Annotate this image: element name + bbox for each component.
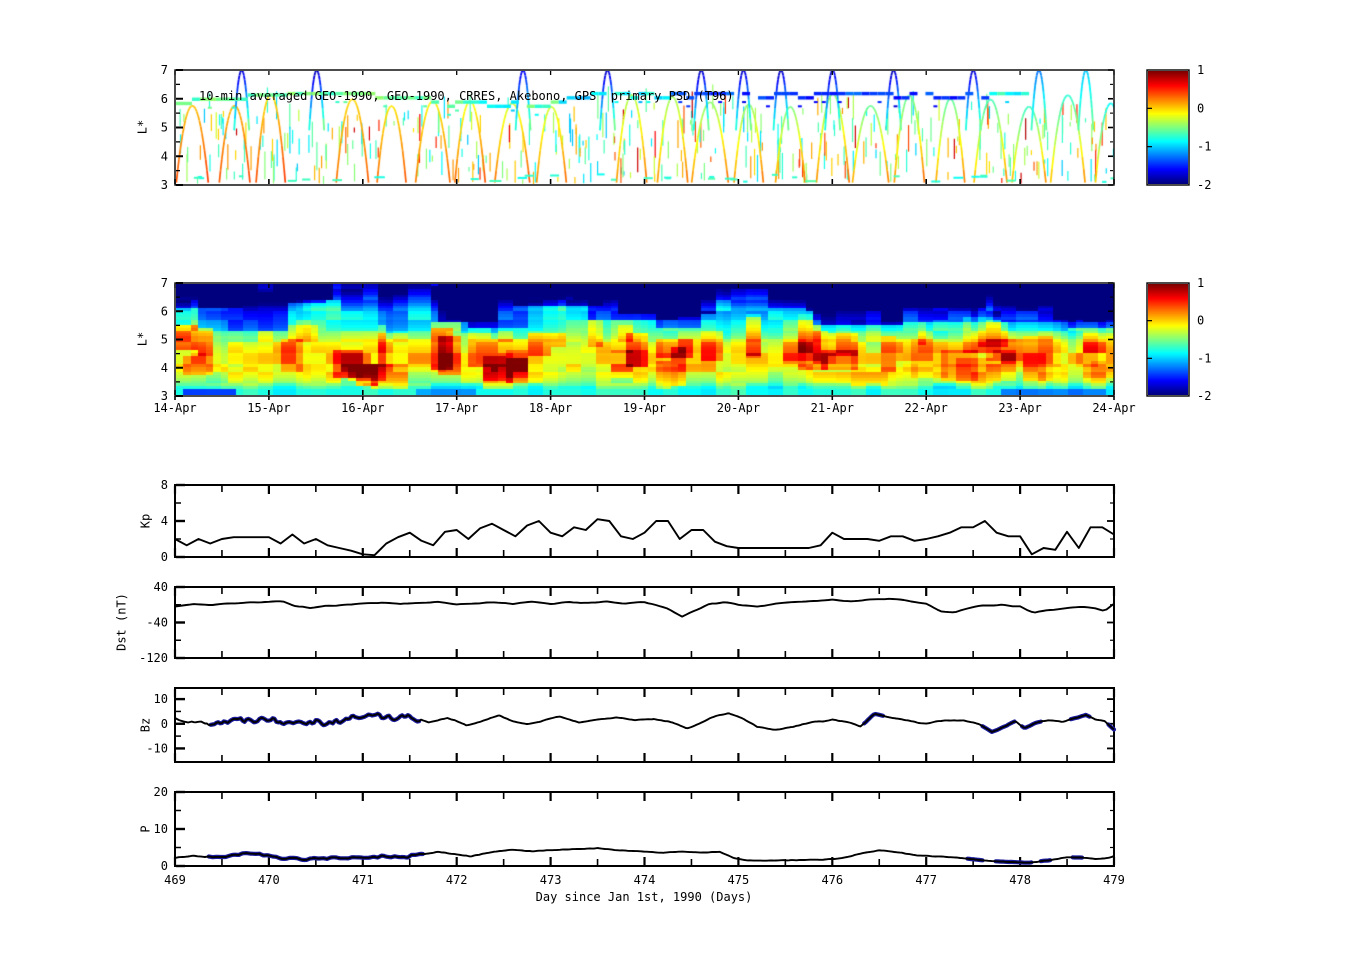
- bz-line: [174, 712, 1115, 733]
- colorbar-tick-label: 0: [1197, 314, 1204, 328]
- ytick-label: 0: [161, 717, 168, 731]
- date-label: 14-Apr: [153, 401, 196, 415]
- dst-line: [174, 597, 1115, 618]
- xtick-label: 472: [446, 873, 468, 887]
- ytick-label: 5: [161, 333, 168, 347]
- ytick-label: 3: [161, 389, 168, 403]
- colorbar-tick-label: 0: [1197, 101, 1204, 115]
- date-label: 17-Apr: [435, 401, 478, 415]
- date-label: 18-Apr: [529, 401, 572, 415]
- ytick-label: 4: [161, 361, 168, 375]
- date-label: 21-Apr: [811, 401, 854, 415]
- date-label: 23-Apr: [998, 401, 1041, 415]
- xaxis-title: Day since Jan 1st, 1990 (Days): [535, 890, 753, 904]
- ytick-label: -40: [146, 616, 168, 630]
- psd-spectrogram-canvas: [176, 284, 1114, 395]
- ytick-label: 8: [161, 478, 168, 492]
- xtick-label: 473: [540, 873, 562, 887]
- psd-spectrogram-axes: 3 4 5 6 7: [161, 276, 1115, 403]
- panel2-ylabel: L*: [135, 331, 150, 347]
- ytick-label: 3: [161, 178, 168, 192]
- ytick-label: 4: [161, 149, 168, 163]
- bz-panel: 10 0 -10: [146, 687, 1117, 763]
- p-panel: 0 10 20: [154, 785, 1116, 873]
- colorbar-tick-label: -2: [1197, 178, 1211, 192]
- date-label: 19-Apr: [623, 401, 666, 415]
- psd-scatter-axes: 3 4 5 6 7: [161, 63, 1115, 192]
- colorbar-2-axes: 1 0 -1 -2: [1146, 276, 1211, 403]
- kp-panel: 0 4 8: [161, 478, 1116, 564]
- colorbar-tick-label: 1: [1197, 63, 1204, 77]
- p-line: [174, 847, 1115, 864]
- date-label: 16-Apr: [341, 401, 384, 415]
- xtick-label: 476: [821, 873, 843, 887]
- colorbar-1-canvas: [1148, 71, 1188, 184]
- xtick-label: 474: [634, 873, 656, 887]
- ytick-label: 6: [161, 92, 168, 106]
- xtick-label: 470: [258, 873, 280, 887]
- bz-ylabel: Bz: [138, 717, 153, 733]
- date-label: 20-Apr: [717, 401, 760, 415]
- dst-ylabel: Dst (nT): [114, 593, 129, 651]
- date-label: 22-Apr: [905, 401, 948, 415]
- colorbar-2-canvas: [1148, 284, 1188, 395]
- xtick-label: 471: [352, 873, 374, 887]
- xtick-label: 477: [915, 873, 937, 887]
- p-ylabel: P: [138, 825, 153, 833]
- ytick-label: 5: [161, 121, 168, 135]
- ytick-label: 10: [154, 822, 168, 836]
- xtick-label: 478: [1009, 873, 1031, 887]
- colorbar-tick-label: -1: [1197, 140, 1211, 154]
- colorbar-tick-label: -1: [1197, 351, 1211, 365]
- ytick-label: 4: [161, 514, 168, 528]
- ytick-label: 6: [161, 304, 168, 318]
- panel1-ylabel: L*: [135, 119, 150, 135]
- xtick-label: 475: [728, 873, 750, 887]
- ytick-label: -10: [146, 741, 168, 755]
- ytick-label: 0: [161, 550, 168, 564]
- xtick-label: 479: [1103, 873, 1125, 887]
- dst-panel: 40 -40 -120: [139, 580, 1116, 665]
- day-axis-labels: 469 470 471 472 473 474 475 476 477 478 479: [164, 873, 1125, 887]
- ytick-label: 10: [154, 692, 168, 706]
- ytick-label: 40: [154, 580, 168, 594]
- date-label: 24-Apr: [1092, 401, 1135, 415]
- colorbar-1-axes: 1 0 -1 -2: [1146, 63, 1211, 192]
- ytick-label: 20: [154, 785, 168, 799]
- kp-line: [174, 518, 1115, 557]
- date-label: 15-Apr: [247, 401, 290, 415]
- panel1-title: 10-min averaged GEO-1990, GEO-1990, CRRE…: [199, 89, 734, 103]
- ytick-label: 7: [161, 276, 168, 290]
- kp-ylabel: Kp: [138, 513, 153, 529]
- colorbar-tick-label: 1: [1197, 276, 1204, 290]
- ytick-label: 7: [161, 63, 168, 77]
- colorbar-tick-label: -2: [1197, 389, 1211, 403]
- date-axis-labels: 14-Apr 15-Apr 16-Apr 17-Apr 18-Apr 19-Apr 20-A…: [153, 401, 1135, 415]
- ytick-label: 0: [161, 859, 168, 873]
- ytick-label: -120: [139, 651, 168, 665]
- xtick-label: 469: [164, 873, 186, 887]
- psd-scatter-canvas: [176, 71, 1114, 184]
